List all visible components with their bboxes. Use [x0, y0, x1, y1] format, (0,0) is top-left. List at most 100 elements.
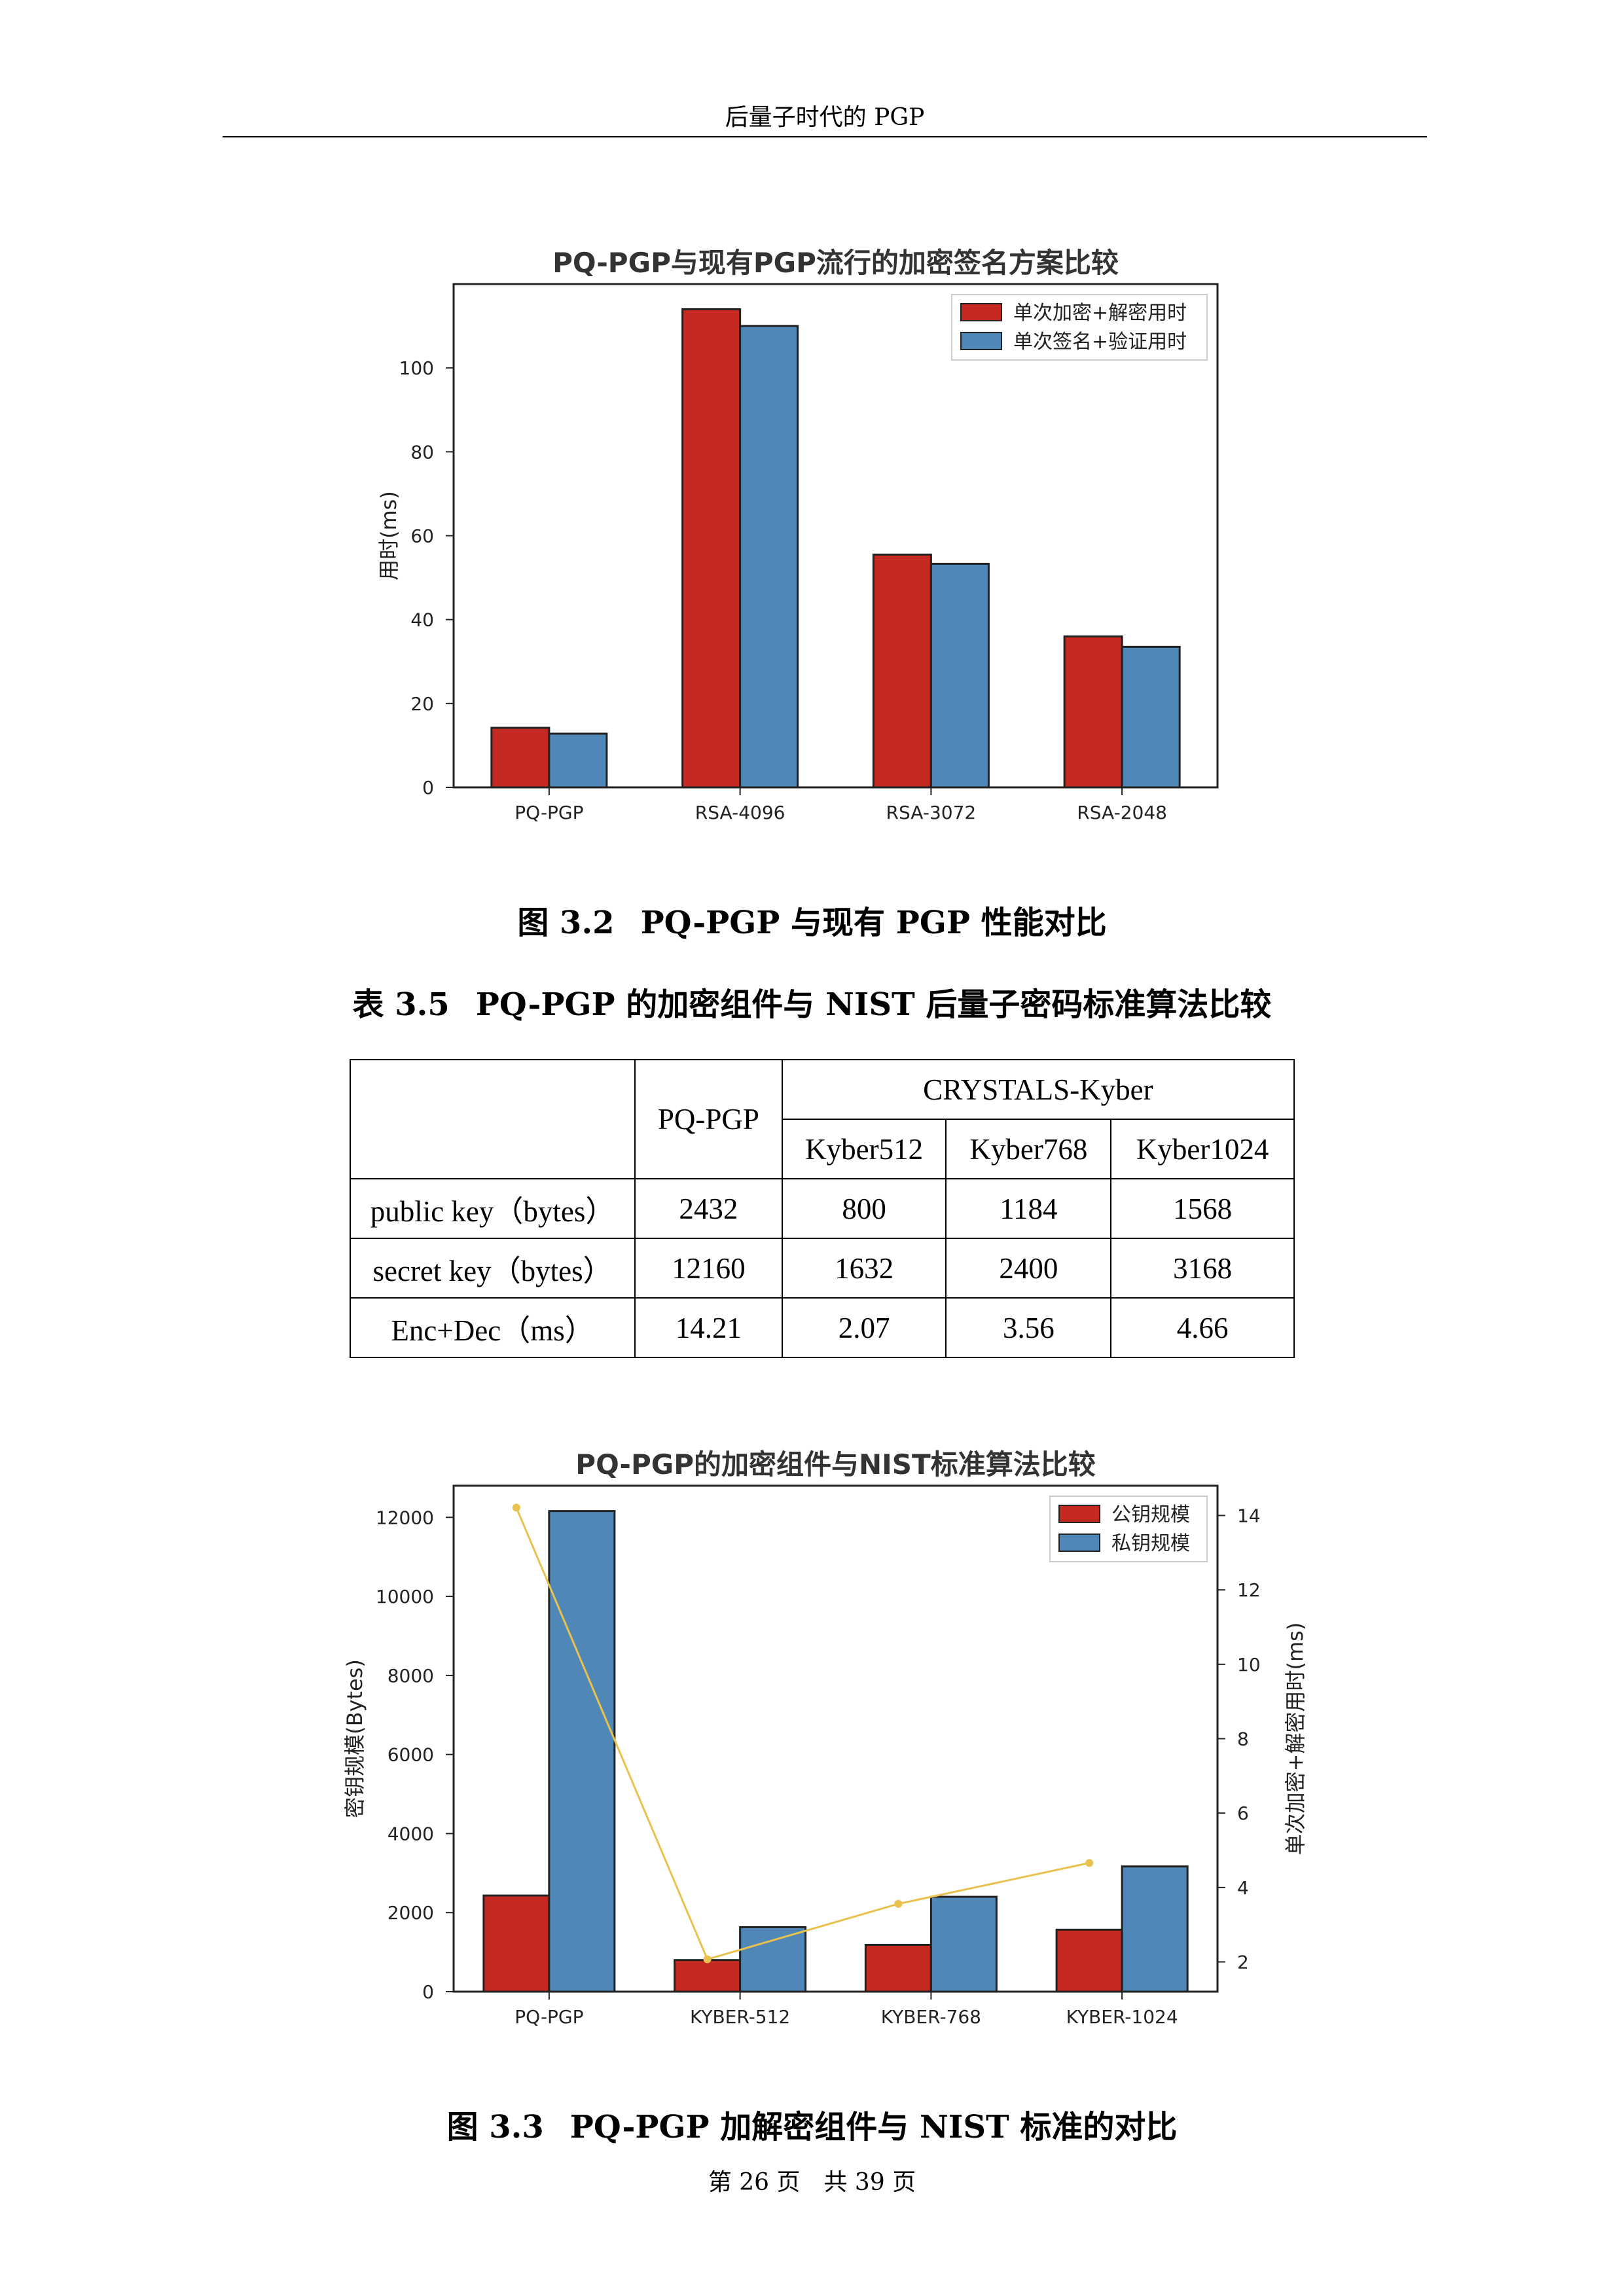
comparison-table: PQ-PGP CRYSTALS-Kyber Kyber512 Kyber768 …	[349, 1059, 1295, 1358]
legend-label: 单次加密+解密用时	[1013, 302, 1187, 325]
x-tick-label: RSA-3072	[886, 802, 977, 823]
figure-3-2-text: PQ-PGP 与现有 PGP 性能对比	[640, 905, 1107, 941]
y-tick-label: 20	[410, 693, 434, 715]
figure-3-3-text: PQ-PGP 加解密组件与 NIST 标准的对比	[569, 2109, 1178, 2145]
bar	[681, 308, 742, 789]
page-footer: 第 26 页 共 39 页	[708, 2169, 916, 2196]
performance-bar-chart: PQ-PGP与现有PGP流行的加密签名方案比较 0 20 40 60 80 100 用时(ms…	[376, 247, 1219, 823]
table-3-5-caption: 表 3.5 PQ-PGP 的加密组件与 NIST 后量子密码标准算法比较	[0, 978, 1624, 1024]
y-tick-label: 6000	[388, 1744, 434, 1766]
plot-frame	[452, 1484, 1219, 1993]
bar	[1121, 645, 1181, 789]
line-point	[703, 1955, 712, 1964]
table-row-label: Enc+Dec（ms）	[349, 1297, 636, 1358]
table-3-5-number: 表 3.5	[352, 986, 450, 1023]
bar	[872, 553, 932, 789]
legend-swatch	[1058, 1505, 1100, 1523]
table-subheader-row: Kyber512 Kyber768 Kyber1024	[350, 1119, 1295, 1179]
figure-3-2-caption: 图 3.2 PQ-PGP 与现有 PGP 性能对比	[0, 897, 1624, 942]
y-tick-label: 2000	[388, 1902, 434, 1924]
y-tick-label: 8000	[388, 1665, 434, 1687]
table-cell: 1568	[1110, 1178, 1295, 1239]
table-cell: 14.21	[634, 1297, 783, 1358]
table-cell: 800	[781, 1178, 947, 1239]
chart-title: PQ-PGP的加密组件与NIST标准算法比较	[575, 1448, 1095, 1480]
bar	[739, 1926, 807, 1993]
table-header-kyber-group: CRYSTALS-Kyber	[781, 1059, 1295, 1120]
figure-3-3-number: 图 3.3	[446, 2109, 544, 2145]
legend-label: 私钥规模	[1111, 1532, 1190, 1555]
table-cell: 1632	[781, 1238, 947, 1299]
table-row-label: secret key（bytes）	[349, 1238, 636, 1299]
table-3-5-text: PQ-PGP 的加密组件与 NIST 后量子密码标准算法比较	[475, 986, 1272, 1023]
x-tick-label: RSA-4096	[695, 802, 785, 823]
table-corner-cell	[349, 1059, 636, 1179]
x-tick-label: RSA-2048	[1077, 802, 1167, 823]
table-row: Enc+Dec（ms） 14.21 2.07 3.56 4.66	[349, 1297, 1295, 1358]
legend-swatch	[1058, 1534, 1100, 1552]
table-subheader-cell: Kyber768	[945, 1119, 1112, 1179]
x-tick-label: PQ-PGP	[514, 2006, 583, 2028]
table-cell: 3168	[1110, 1238, 1295, 1299]
bar	[482, 1894, 550, 1993]
line-point	[1085, 1859, 1094, 1867]
legend-swatch	[960, 332, 1002, 350]
line-point	[512, 1503, 520, 1512]
y-tick-label: 80	[410, 441, 434, 463]
line-series	[515, 1507, 1090, 1961]
y2-axis-label: 单次加密+解密用时(ms)	[1283, 1623, 1308, 1856]
y-tick-label: 100	[399, 357, 434, 379]
y2-tick-label: 4	[1237, 1877, 1249, 1899]
table-cell: 4.66	[1110, 1297, 1295, 1358]
x-tick-label: KYBER-1024	[1066, 2006, 1178, 2028]
y2-tick-label: 6	[1237, 1803, 1249, 1824]
y-axis-label: 密钥规模(Bytes)	[342, 1659, 367, 1818]
table-cell: 2400	[945, 1238, 1112, 1299]
bar	[739, 325, 799, 789]
table-row-label: public key（bytes）	[349, 1178, 636, 1239]
y2-tick-label: 14	[1237, 1505, 1261, 1526]
y-tick-label: 40	[410, 609, 434, 631]
y2-tick-label: 2	[1237, 1952, 1249, 1973]
figure-3-3-caption: 图 3.3 PQ-PGP 加解密组件与 NIST 标准的对比	[0, 2101, 1624, 2147]
bar	[1055, 1928, 1123, 1993]
legend-swatch	[960, 303, 1002, 321]
figure-3-2-number: 图 3.2	[517, 905, 615, 941]
bar	[864, 1943, 932, 1993]
bar	[1121, 1865, 1189, 1993]
table-subheader-cell: Kyber1024	[1110, 1119, 1295, 1179]
bar	[929, 562, 990, 789]
legend-label: 单次签名+验证用时	[1013, 331, 1187, 353]
bar	[929, 1895, 998, 1993]
x-tick-label: KYBER-512	[690, 2006, 790, 2028]
key-size-bar-chart: PQ-PGP的加密组件与NIST标准算法比较 0 2000 4000 6000 8000 1…	[342, 1448, 1308, 2028]
table-cell: 1184	[945, 1178, 1112, 1239]
table-cell: 3.56	[945, 1297, 1112, 1358]
y2-tick-label: 10	[1237, 1654, 1261, 1676]
table-cell: 2.07	[781, 1297, 947, 1358]
y-axis-label: 用时(ms)	[376, 491, 401, 581]
table-cell: 12160	[634, 1238, 783, 1299]
table-header-row: PQ-PGP CRYSTALS-Kyber	[349, 1059, 1295, 1179]
table-header-pqpgp: PQ-PGP	[634, 1059, 783, 1179]
table-subheader-cell: Kyber512	[781, 1119, 947, 1179]
y2-tick-label: 12	[1237, 1579, 1261, 1601]
table-cell: 2432	[634, 1178, 783, 1239]
table-row: secret key（bytes） 12160 1632 2400 3168	[349, 1238, 1295, 1299]
running-header: 后量子时代的 PGP	[725, 104, 925, 131]
legend-label: 公钥规模	[1111, 1503, 1190, 1526]
y-tick-label: 0	[422, 777, 434, 798]
y-tick-label: 4000	[388, 1823, 434, 1844]
x-tick-label: KYBER-768	[881, 2006, 981, 2028]
bar	[1063, 635, 1123, 789]
bar	[548, 1510, 616, 1993]
y-tick-label: 10000	[376, 1586, 434, 1607]
y-tick-label: 0	[422, 1981, 434, 2003]
header-rule	[223, 136, 1427, 137]
y2-tick-label: 8	[1237, 1729, 1249, 1750]
bar	[674, 1959, 742, 1993]
x-tick-label: PQ-PGP	[514, 802, 583, 823]
plot-frame	[452, 283, 1219, 789]
bar	[548, 732, 608, 789]
line-point	[894, 1899, 903, 1908]
